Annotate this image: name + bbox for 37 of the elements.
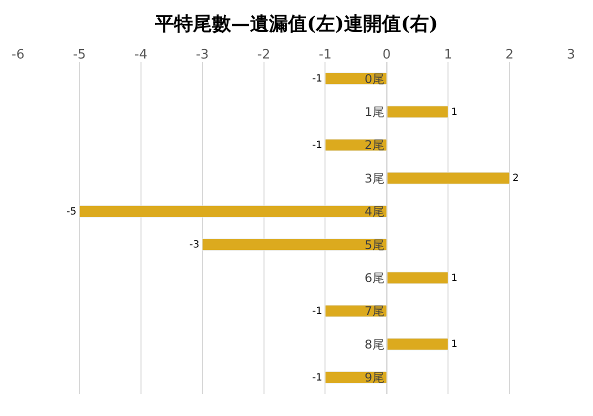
y-tick-label: 3尾 (364, 171, 384, 186)
x-tick-label: -5 (72, 47, 86, 62)
data-label: 2 (512, 173, 519, 184)
chart-title: 平特尾數—遺漏值(左)連開值(右) (154, 12, 438, 35)
data-label: -1 (312, 372, 322, 384)
x-tick-label: -1 (318, 47, 332, 62)
y-tick-label: 8尾 (364, 337, 384, 352)
data-label: -1 (312, 306, 322, 318)
data-label: -1 (312, 140, 322, 152)
x-tick-label: 1 (444, 47, 452, 62)
bar (386, 172, 510, 184)
data-label: 1 (451, 106, 458, 118)
data-label: -3 (189, 240, 200, 251)
y-tick-label: 6尾 (364, 271, 384, 285)
y-tick-label: 4尾 (364, 204, 384, 219)
x-tick-label: -3 (196, 47, 209, 62)
y-tick-label: 7尾 (364, 304, 384, 318)
data-label: 1 (451, 272, 458, 284)
x-tick-label: 3 (566, 47, 576, 62)
y-tick-label: 1尾 (364, 105, 384, 119)
y-tick-label: 0尾 (364, 72, 384, 86)
x-tick-label: 0 (382, 47, 391, 62)
data-label: 1 (451, 339, 458, 350)
bar (386, 106, 448, 118)
bar (79, 205, 387, 218)
bar (386, 272, 448, 284)
x-tick-label: -2 (257, 47, 270, 62)
data-label: -5 (66, 206, 76, 218)
bar (202, 238, 387, 251)
data-label: -1 (312, 74, 322, 85)
y-tick-label: 9尾 (364, 370, 384, 385)
x-tick-label: -4 (134, 47, 148, 62)
x-tick-label: 2 (505, 47, 514, 62)
x-tick-label: -6 (12, 47, 24, 62)
y-tick-label: 2尾 (364, 138, 384, 152)
bar (386, 338, 448, 350)
y-tick-label: 5尾 (364, 238, 384, 252)
